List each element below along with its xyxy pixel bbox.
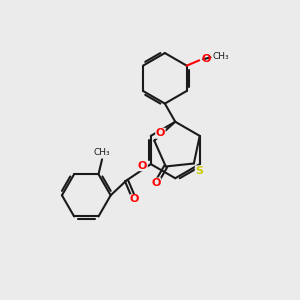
- Text: O: O: [156, 128, 165, 138]
- Text: CH₃: CH₃: [94, 148, 110, 157]
- Text: O: O: [138, 160, 147, 171]
- Text: O: O: [152, 178, 161, 188]
- Text: O: O: [201, 54, 211, 64]
- Text: S: S: [195, 166, 203, 176]
- Text: O: O: [130, 194, 139, 205]
- Text: CH₃: CH₃: [212, 52, 229, 61]
